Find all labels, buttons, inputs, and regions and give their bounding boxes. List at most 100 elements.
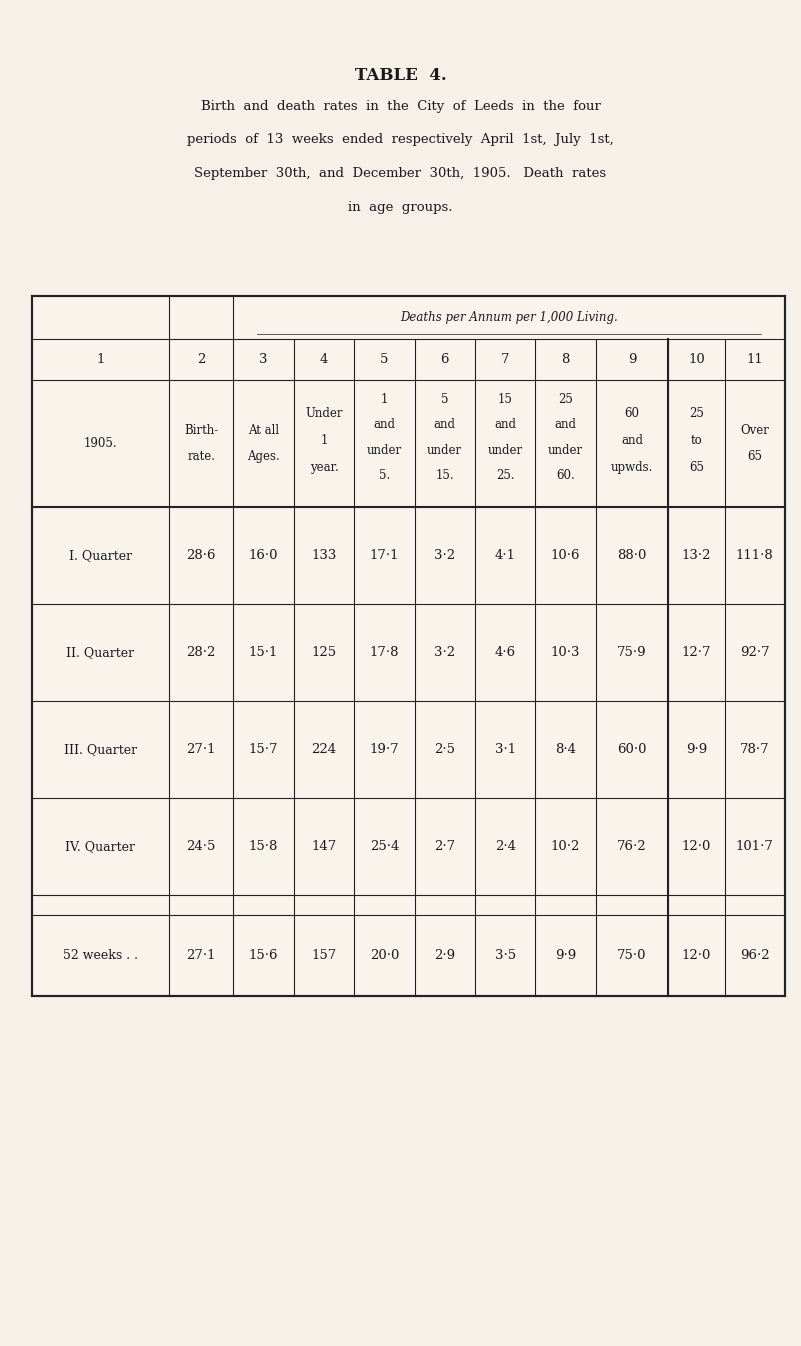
Text: 10·3: 10·3 — [551, 646, 580, 660]
Text: 75·9: 75·9 — [617, 646, 646, 660]
Text: 12·0: 12·0 — [682, 949, 711, 962]
Text: 4: 4 — [320, 353, 328, 366]
Text: upwds.: upwds. — [611, 462, 653, 474]
Text: 125: 125 — [312, 646, 336, 660]
Text: 224: 224 — [312, 743, 336, 756]
Text: Deaths per Annum per 1,000 Living.: Deaths per Annum per 1,000 Living. — [400, 311, 618, 324]
Text: 3·2: 3·2 — [434, 549, 455, 563]
Text: 15.: 15. — [436, 470, 454, 482]
Text: 111·8: 111·8 — [736, 549, 774, 563]
Text: and: and — [434, 419, 456, 431]
Text: under: under — [367, 444, 402, 456]
Text: 76·2: 76·2 — [617, 840, 646, 853]
Text: 12·0: 12·0 — [682, 840, 711, 853]
Text: 133: 133 — [312, 549, 336, 563]
Text: 75·0: 75·0 — [618, 949, 646, 962]
Text: under: under — [427, 444, 462, 456]
Text: 25: 25 — [558, 393, 573, 405]
Text: 10: 10 — [688, 353, 705, 366]
Text: At all: At all — [248, 424, 279, 436]
Text: Birth-: Birth- — [184, 424, 219, 436]
Text: under: under — [488, 444, 523, 456]
Text: 12·7: 12·7 — [682, 646, 711, 660]
Text: 4·1: 4·1 — [495, 549, 516, 563]
Text: 1: 1 — [320, 435, 328, 447]
Text: TABLE  4.: TABLE 4. — [355, 67, 446, 85]
Text: 3·2: 3·2 — [434, 646, 455, 660]
Text: 2: 2 — [197, 353, 205, 366]
Text: 16·0: 16·0 — [249, 549, 278, 563]
Text: 92·7: 92·7 — [740, 646, 770, 660]
Text: 157: 157 — [312, 949, 336, 962]
Text: 27·1: 27·1 — [187, 743, 216, 756]
Text: to: to — [690, 435, 702, 447]
Text: 17·1: 17·1 — [369, 549, 399, 563]
Text: 25.: 25. — [496, 470, 514, 482]
Text: 1905.: 1905. — [83, 437, 117, 450]
Text: I. Quarter: I. Quarter — [69, 549, 132, 563]
Text: 65: 65 — [689, 462, 704, 474]
Text: 27·1: 27·1 — [187, 949, 216, 962]
Text: 2·5: 2·5 — [434, 743, 455, 756]
Text: 9·9: 9·9 — [555, 949, 576, 962]
Text: Over: Over — [740, 424, 769, 436]
Text: 13·2: 13·2 — [682, 549, 711, 563]
Text: 15·8: 15·8 — [249, 840, 278, 853]
Text: 60.: 60. — [556, 470, 575, 482]
Text: Birth  and  death  rates  in  the  City  of  Leeds  in  the  four: Birth and death rates in the City of Lee… — [200, 100, 601, 113]
Text: 5: 5 — [441, 393, 449, 405]
Text: 2·9: 2·9 — [434, 949, 455, 962]
Text: IV. Quarter: IV. Quarter — [66, 840, 135, 853]
Text: II. Quarter: II. Quarter — [66, 646, 135, 660]
Text: 3: 3 — [260, 353, 268, 366]
Text: and: and — [621, 435, 643, 447]
Text: 2·4: 2·4 — [495, 840, 516, 853]
Text: periods  of  13  weeks  ended  respectively  April  1st,  July  1st,: periods of 13 weeks ended respectively A… — [187, 133, 614, 147]
Text: 15·7: 15·7 — [249, 743, 278, 756]
Text: 28·2: 28·2 — [187, 646, 215, 660]
Text: 15: 15 — [497, 393, 513, 405]
Text: 19·7: 19·7 — [369, 743, 399, 756]
Text: 25: 25 — [689, 408, 704, 420]
Text: 1: 1 — [96, 353, 105, 366]
Text: 17·8: 17·8 — [369, 646, 399, 660]
Text: 24·5: 24·5 — [187, 840, 215, 853]
Text: 96·2: 96·2 — [740, 949, 770, 962]
Text: 5.: 5. — [379, 470, 390, 482]
Text: and: and — [494, 419, 516, 431]
Text: 52 weeks . .: 52 weeks . . — [63, 949, 138, 962]
Text: rate.: rate. — [187, 451, 215, 463]
Text: 11: 11 — [747, 353, 763, 366]
Text: and: and — [373, 419, 396, 431]
Text: Under: Under — [305, 408, 343, 420]
Text: 20·0: 20·0 — [370, 949, 399, 962]
Text: 65: 65 — [747, 451, 763, 463]
Text: 3·5: 3·5 — [494, 949, 516, 962]
Text: 7: 7 — [501, 353, 509, 366]
Text: September  30th,  and  December  30th,  1905.   Death  rates: September 30th, and December 30th, 1905.… — [195, 167, 606, 180]
Text: 2·7: 2·7 — [434, 840, 455, 853]
Text: 5: 5 — [380, 353, 388, 366]
Text: III. Quarter: III. Quarter — [64, 743, 137, 756]
Text: 15·1: 15·1 — [249, 646, 278, 660]
Text: 8·4: 8·4 — [555, 743, 576, 756]
Text: Ages.: Ages. — [248, 451, 280, 463]
Text: year.: year. — [309, 462, 338, 474]
Text: and: and — [554, 419, 577, 431]
Text: 3·1: 3·1 — [494, 743, 516, 756]
Text: in  age  groups.: in age groups. — [348, 201, 453, 214]
Text: 15·6: 15·6 — [249, 949, 278, 962]
Text: 28·6: 28·6 — [187, 549, 216, 563]
Text: 10·6: 10·6 — [551, 549, 580, 563]
Text: 147: 147 — [312, 840, 336, 853]
Text: 1: 1 — [380, 393, 388, 405]
Text: 25·4: 25·4 — [370, 840, 399, 853]
Text: 88·0: 88·0 — [618, 549, 646, 563]
Text: 9: 9 — [628, 353, 636, 366]
Text: 60·0: 60·0 — [618, 743, 646, 756]
Text: under: under — [548, 444, 583, 456]
Text: 6: 6 — [441, 353, 449, 366]
Text: 4·6: 4·6 — [494, 646, 516, 660]
Text: 8: 8 — [562, 353, 570, 366]
Text: 101·7: 101·7 — [736, 840, 774, 853]
